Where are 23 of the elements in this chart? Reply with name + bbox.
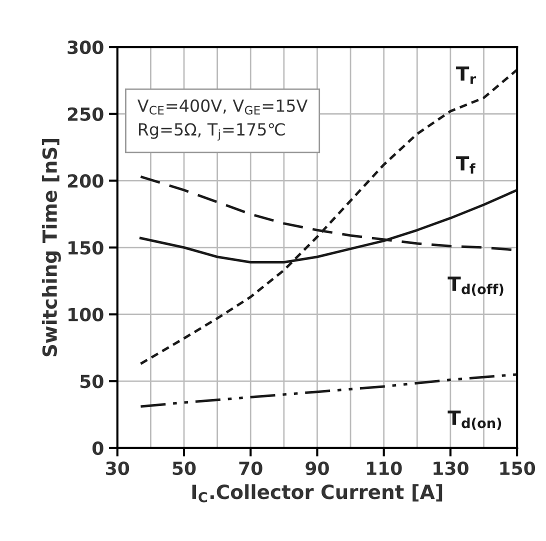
series-label: T$_{f}$ [456,156,476,174]
y-axis-title: Switching Time [nS] [42,139,61,356]
x-axis-title: I$_{C}$.Collector Current [A] [192,484,442,502]
series-label: T$_{d(on)}$ [448,410,502,430]
series-label: T$_{r}$ [456,66,476,84]
y-tick-label: 100 [68,308,104,322]
x-tick-label: 30 [106,461,130,476]
x-tick-label: 150 [500,461,536,476]
y-tick-label: 50 [80,374,104,388]
line-series [139,68,518,366]
y-tick-label: 300 [68,40,104,54]
x-tick-label: 70 [239,461,262,476]
text: V$_{CE}$=400V, V$_{GE}$=15V Rg=5Ω, T$_{j}$=175℃ [138,99,308,141]
y-tick-label: 250 [68,107,104,121]
y-tick-label: 200 [68,174,104,188]
y-tick-label: 0 [92,441,104,456]
x-tick-label: 50 [172,461,196,476]
x-tick-label: 90 [306,461,329,476]
x-tick-label: 110 [367,461,402,476]
line-series [139,373,518,408]
y-tick-label: 150 [68,240,104,255]
series-label: T$_{d(off)}$ [448,276,504,296]
x-tick-label: 130 [434,461,468,476]
